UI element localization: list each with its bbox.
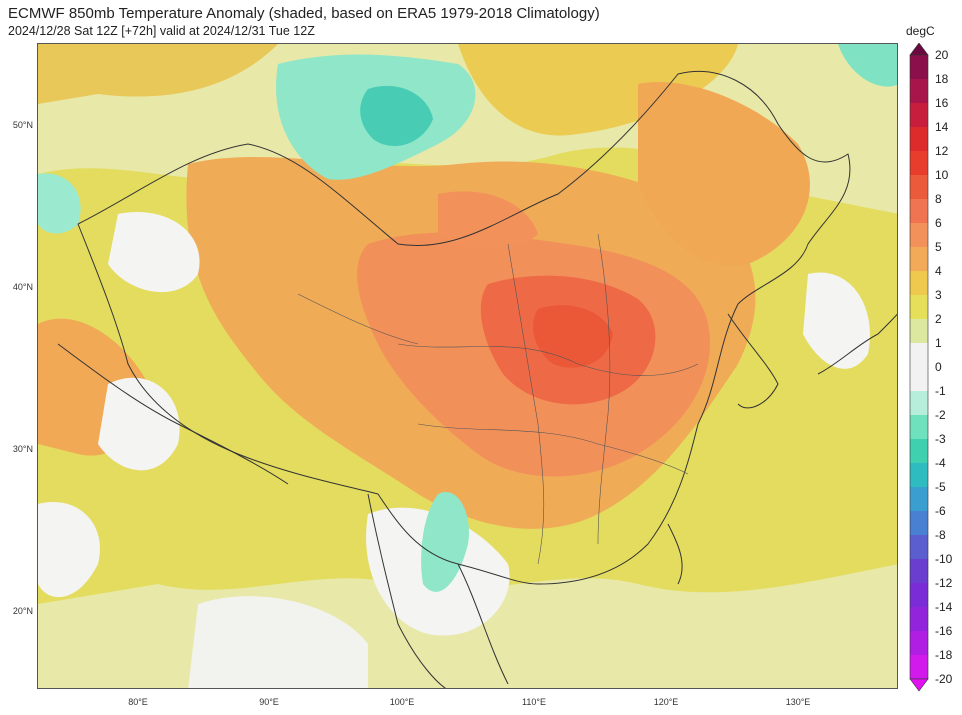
- anomaly-region-northwest: [38, 44, 278, 104]
- neutral-region-bay-of-bengal: [188, 596, 368, 688]
- anomaly-region-mongolia-east: [458, 44, 738, 136]
- colorbar-tick-label: -6: [935, 504, 946, 518]
- colorbar-tick-label: 14: [935, 120, 949, 134]
- colorbar-tick-label: 12: [935, 144, 949, 158]
- colorbar-tick-label: 8: [935, 192, 942, 206]
- colorbar-segment: [910, 391, 928, 416]
- lon-label-120e: 120°E: [653, 697, 679, 707]
- colorbar-tick-label: -5: [935, 480, 946, 494]
- korea-outline: [727, 313, 779, 409]
- colorbar-tick-label: 18: [935, 72, 949, 86]
- colorbar-segment: [910, 343, 928, 368]
- lat-label-50n: 50°N: [12, 120, 33, 130]
- colorbar-tick-label: -10: [935, 552, 953, 566]
- colorbar-segment: [910, 511, 928, 536]
- colorbar-segment: [910, 631, 928, 656]
- colorbar-segment: [910, 439, 928, 464]
- colorbar-tick-label: -8: [935, 528, 946, 542]
- lon-label-130e: 130°E: [785, 697, 811, 707]
- lon-label-80e: 80°E: [128, 697, 148, 707]
- neutral-region-tarim: [108, 212, 200, 293]
- colorbar-segment: [910, 535, 928, 560]
- anomaly-region-manchuria: [638, 82, 810, 266]
- colorbar-segment: [910, 247, 928, 272]
- chart-title: ECMWF 850mb Temperature Anomaly (shaded,…: [8, 5, 600, 22]
- colorbar-tick-label: -20: [935, 672, 953, 686]
- colorbar-unit: degC: [906, 24, 935, 38]
- colorbar-segment: [910, 295, 928, 320]
- lon-label-110e: 110°E: [522, 697, 546, 707]
- neutral-region-tibet-west: [98, 377, 180, 471]
- colorbar-tick-label: -12: [935, 576, 953, 590]
- colorbar-segment: [910, 607, 928, 632]
- country-borders: [57, 70, 897, 688]
- colorbar-tick-label: 10: [935, 168, 949, 182]
- colorbar-segment: [910, 415, 928, 440]
- china-northern-eastern-border: [77, 70, 851, 585]
- negative-region-yunnan: [421, 492, 469, 592]
- colorbar: [909, 43, 929, 692]
- colorbar-tick-label: 0: [935, 360, 942, 374]
- lat-label-20n: 20°N: [12, 606, 33, 616]
- colorbar-extend-min: [909, 678, 929, 692]
- japan-outline: [817, 313, 897, 375]
- neutral-region-sea-of-japan: [803, 272, 870, 369]
- valid-time-subtitle: 2024/12/28 Sat 12Z [+72h] valid at 2024/…: [8, 24, 315, 38]
- negative-region-kazakhstan: [38, 173, 81, 234]
- himalaya-border: [57, 343, 289, 485]
- colorbar-segment: [910, 487, 928, 512]
- colorbar-tick-label: -3: [935, 432, 946, 446]
- negative-region-northeast-corner: [838, 44, 897, 87]
- colorbar-segment: [910, 175, 928, 200]
- taiwan-outline: [667, 523, 683, 585]
- colorbar-segment: [910, 55, 928, 80]
- colorbar-segment: [910, 79, 928, 104]
- colorbar-segment: [910, 463, 928, 488]
- colorbar-segment: [910, 655, 928, 680]
- colorbar-tick-label: 5: [935, 240, 942, 254]
- neutral-region-india: [38, 502, 100, 598]
- colorbar-segment: [910, 367, 928, 392]
- anomaly-map-svg: [38, 44, 897, 688]
- colorbar-tick-label: 16: [935, 96, 949, 110]
- colorbar-tick-label: -1: [935, 384, 946, 398]
- lat-label-40n: 40°N: [12, 282, 33, 292]
- colorbar-segment: [910, 223, 928, 248]
- colorbar-segment: [910, 127, 928, 152]
- colorbar-tick-label: -2: [935, 408, 946, 422]
- lon-label-90e: 90°E: [259, 697, 279, 707]
- anomaly-region-inner-mongolia: [438, 191, 538, 249]
- colorbar-segment: [910, 583, 928, 608]
- colorbar-tick-label: 1: [935, 336, 942, 350]
- lat-label-30n: 30°N: [12, 444, 33, 454]
- anomaly-region-max: [533, 305, 613, 368]
- colorbar-tick-label: 20: [935, 48, 949, 62]
- colorbar-tick-label: -16: [935, 624, 953, 638]
- colorbar-tick-label: 6: [935, 216, 942, 230]
- province-borders: [297, 233, 699, 565]
- colorbar-tick-label: -4: [935, 456, 946, 470]
- anomaly-map: [37, 43, 898, 689]
- indochina-border: [457, 563, 509, 685]
- colorbar-segment: [910, 319, 928, 344]
- lon-label-100e: 100°E: [389, 697, 415, 707]
- colorbar-tick-label: -14: [935, 600, 953, 614]
- colorbar-segment: [910, 103, 928, 128]
- colorbar-extend-max: [909, 43, 929, 56]
- colorbar-tick-label: -18: [935, 648, 953, 662]
- colorbar-tick-label: 2: [935, 312, 942, 326]
- colorbar-tick-label: 3: [935, 288, 942, 302]
- colorbar-tick-label: 4: [935, 264, 942, 278]
- colorbar-segment: [910, 199, 928, 224]
- myanmar-border: [367, 493, 446, 688]
- colorbar-segment: [910, 151, 928, 176]
- colorbar-segment: [910, 559, 928, 584]
- negative-region-mongolia-core: [360, 85, 433, 147]
- colorbar-segment: [910, 271, 928, 296]
